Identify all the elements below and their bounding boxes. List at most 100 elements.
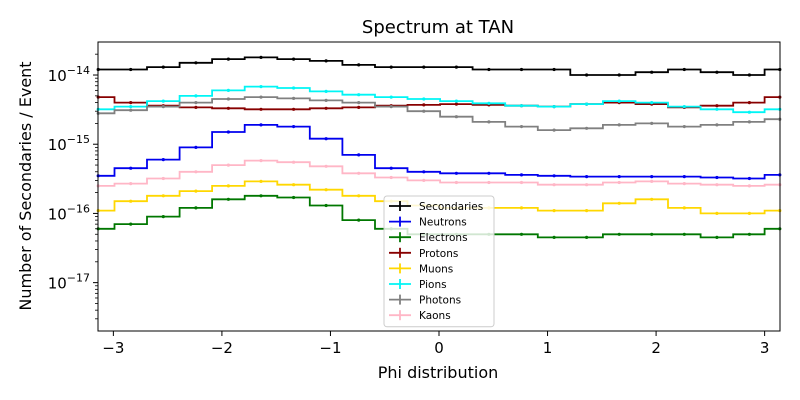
data-point-secondaries-17	[650, 70, 654, 74]
data-point-photons-7	[324, 98, 328, 102]
x-axis-title: Phi distribution	[378, 363, 499, 382]
x-tick-label: −3	[102, 339, 124, 357]
legend-label: Kaons	[419, 310, 451, 322]
data-point-secondaries-19	[715, 70, 719, 74]
data-point-pions-16	[617, 99, 621, 103]
data-point-photons-20	[747, 120, 752, 124]
x-axis: −3 −2 −1 0 1 2 3	[102, 331, 769, 357]
x-tick-label: 1	[543, 339, 553, 357]
series-line-kaons	[98, 159, 780, 187]
legend-box	[383, 195, 495, 328]
data-point-protons-10	[422, 103, 426, 107]
data-point-photons-8	[357, 101, 361, 105]
data-point-secondaries-15	[585, 73, 589, 77]
data-point-protons-20	[747, 101, 752, 105]
data-point-secondaries-2	[161, 65, 165, 69]
data-point-photons-12	[487, 120, 491, 124]
legend-item-neutrons: Neutrons	[389, 216, 467, 229]
data-point-muons-7	[324, 188, 328, 192]
data-point-neutrons-3	[194, 145, 198, 149]
series-layer	[96, 55, 782, 239]
data-point-electrons-18	[682, 232, 686, 236]
data-point-muons-3	[194, 189, 198, 193]
data-point-neutrons-9	[389, 166, 393, 170]
data-point-kaons-8	[357, 171, 361, 175]
legend-label: Protons	[419, 248, 458, 260]
legend-item-photons: Photons	[389, 294, 461, 307]
data-point-photons-3	[194, 101, 198, 105]
legend-label: Electrons	[419, 232, 468, 244]
data-point-photons-4	[226, 97, 230, 101]
data-point-kaons-6	[292, 160, 296, 164]
data-point-electrons-4	[226, 197, 230, 201]
legend-label: Muons	[419, 263, 453, 275]
data-point-secondaries-1	[129, 67, 133, 72]
legend-label: Pions	[419, 279, 447, 291]
x-tick-label: −1	[319, 339, 341, 357]
data-point-neutrons-18	[682, 175, 686, 179]
data-point-muons-19	[715, 211, 719, 215]
data-point-secondaries-16	[617, 73, 621, 77]
data-point-pions-2	[161, 99, 165, 103]
data-point-secondaries-9	[389, 65, 393, 69]
data-point-neutrons-10	[422, 170, 426, 174]
legend-item-secondaries: Secondaries	[389, 201, 483, 213]
data-point-photons-13	[519, 125, 524, 129]
data-point-electrons-14	[552, 235, 556, 239]
data-point-pions-7	[324, 89, 328, 93]
data-point-protons-3	[194, 105, 198, 109]
data-point-secondaries-14	[552, 67, 556, 72]
data-point-pions-14	[552, 105, 556, 109]
data-point-pions-9	[389, 95, 393, 99]
data-point-photons-18	[682, 125, 686, 129]
data-point-secondaries-3	[194, 61, 198, 65]
series-line-secondaries	[98, 56, 780, 76]
data-point-secondaries-7	[324, 59, 328, 63]
data-point-muons-18	[682, 206, 686, 210]
data-point-kaons-5	[259, 159, 263, 163]
data-point-photons-14	[552, 128, 556, 132]
data-point-electrons-6	[292, 195, 296, 200]
data-point-neutrons-8	[357, 153, 361, 157]
data-point-photons-5	[259, 95, 263, 99]
legend-label: Secondaries	[419, 201, 483, 213]
data-point-neutrons-11	[454, 171, 458, 175]
y-axis: 10−14 10−15 10−16 10−17	[48, 53, 98, 320]
data-point-pions-11	[454, 99, 458, 103]
data-point-electrons-13	[519, 232, 524, 236]
data-point-kaons-3	[194, 170, 198, 174]
data-point-kaons-2	[161, 176, 165, 181]
data-point-kaons-18	[682, 182, 686, 186]
data-point-kaons-20	[747, 184, 752, 188]
x-tick-label: 2	[651, 339, 661, 357]
data-point-muons-20	[747, 211, 752, 215]
data-point-photons-17	[650, 121, 654, 125]
data-point-protons-6	[292, 107, 296, 111]
data-point-protons-19	[715, 104, 719, 108]
data-point-electrons-5	[259, 194, 263, 198]
legend-item-muons: Muons	[389, 263, 453, 275]
data-point-photons-11	[454, 115, 458, 119]
data-point-secondaries-11	[454, 65, 458, 69]
data-point-kaons-4	[226, 163, 230, 167]
data-point-electrons-3	[194, 206, 198, 210]
data-point-muons-13	[519, 206, 524, 210]
data-point-kaons-16	[617, 180, 621, 185]
data-point-pions-20	[747, 110, 752, 114]
data-point-kaons-1	[129, 182, 133, 186]
data-point-photons-6	[292, 96, 296, 100]
data-point-protons-7	[324, 106, 328, 110]
data-point-pions-3	[194, 94, 198, 98]
legend-label: Photons	[419, 295, 461, 307]
data-point-muons-16	[617, 201, 621, 205]
data-point-neutrons-20	[747, 176, 752, 181]
data-point-neutrons-5	[259, 123, 263, 127]
data-point-protons-1	[129, 101, 133, 105]
data-point-neutrons-2	[161, 158, 165, 162]
data-point-protons-8	[357, 105, 361, 109]
data-point-pions-10	[422, 97, 426, 101]
data-point-kaons-19	[715, 183, 719, 187]
x-tick-label: 3	[760, 339, 770, 357]
